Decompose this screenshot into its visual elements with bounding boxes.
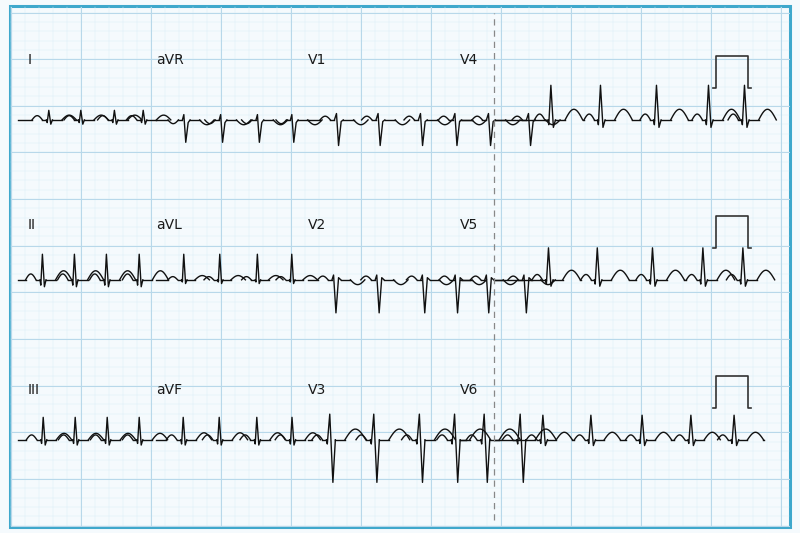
Text: I: I [28, 53, 32, 67]
Text: V4: V4 [460, 53, 478, 67]
Text: V6: V6 [460, 383, 478, 398]
Text: II: II [28, 218, 36, 232]
Text: aVL: aVL [156, 218, 182, 232]
Text: V3: V3 [308, 383, 326, 398]
Text: V1: V1 [308, 53, 326, 67]
Text: V5: V5 [460, 218, 478, 232]
Text: III: III [28, 383, 40, 398]
Text: V2: V2 [308, 218, 326, 232]
Text: aVR: aVR [156, 53, 184, 67]
Text: aVF: aVF [156, 383, 182, 398]
